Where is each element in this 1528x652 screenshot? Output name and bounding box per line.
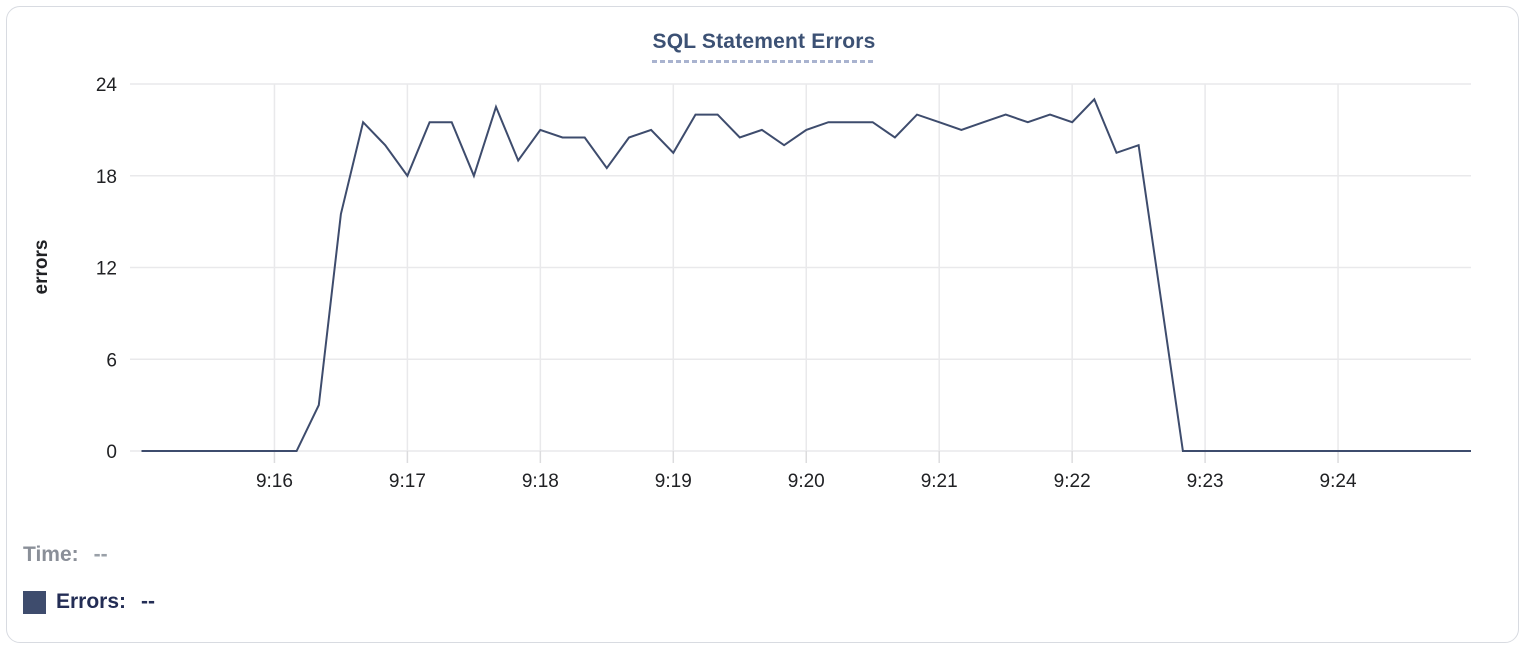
x-tick-label-9:18: 9:18 [522,471,559,492]
y-axis-title: errors [31,240,52,295]
legend-errors-label: Errors: [56,590,127,613]
chart-title-row: SQL Statement Errors [0,30,1528,63]
chart-canvas[interactable]: 0 6 12 18 24 9:16 9:17 9:18 9:19 9:20 9:21 9:22 9:23… [0,0,1528,512]
legend-time-row: Time: -- [23,543,108,567]
x-tick-label-9:24: 9:24 [1320,471,1357,492]
y-tick-label-24: 24 [96,75,118,96]
legend-time-value: -- [93,543,108,566]
legend-errors-row[interactable]: Errors: -- [23,590,155,614]
x-tick-label-9:17: 9:17 [389,471,426,492]
x-tick-label-9:20: 9:20 [788,471,825,492]
legend-errors-value: -- [141,590,156,613]
y-tick-label-6: 6 [106,350,117,371]
chart-title[interactable]: SQL Statement Errors [652,30,876,63]
y-tick-label-12: 12 [96,259,117,280]
x-tick-label-9:22: 9:22 [1054,471,1091,492]
y-tick-label-18: 18 [96,167,117,188]
x-tick-label-9:16: 9:16 [256,471,293,492]
x-tick-label-9:21: 9:21 [921,471,958,492]
x-tick-label-9:19: 9:19 [655,471,692,492]
errors-series-swatch [23,590,46,614]
errors-series-line [141,97,1471,452]
x-tick-label-9:23: 9:23 [1187,471,1224,492]
legend-time-label: Time: [23,543,79,566]
y-tick-label-0: 0 [106,442,117,463]
chart-card [6,6,1519,643]
